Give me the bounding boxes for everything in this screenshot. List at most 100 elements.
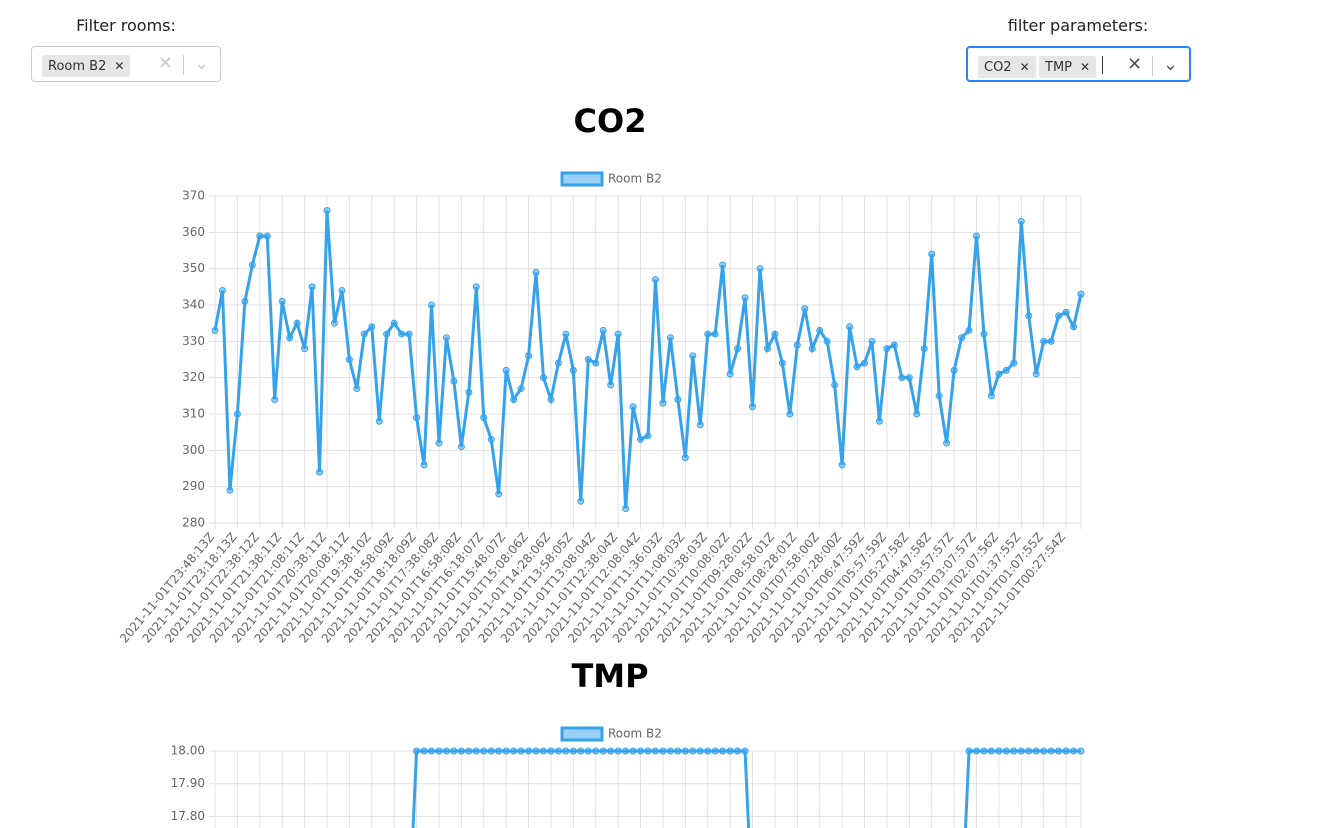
parameter-select[interactable]: CO2 ✕ TMP ✕ ✕ ⌄	[966, 46, 1191, 82]
data-point	[950, 366, 958, 374]
data-point	[413, 747, 421, 755]
legend-swatch	[560, 726, 604, 742]
clear-button[interactable]: ✕	[1127, 54, 1143, 75]
data-point	[1002, 366, 1010, 374]
data-point	[868, 337, 876, 345]
data-point	[622, 747, 630, 755]
data-point	[577, 747, 585, 755]
data-point	[584, 356, 592, 363]
data-point	[651, 276, 659, 284]
data-point	[1017, 747, 1025, 755]
data-point	[1047, 337, 1055, 345]
data-point	[308, 283, 316, 291]
data-point	[771, 330, 779, 338]
chip[interactable]: Room B2 ✕	[42, 55, 131, 77]
data-point	[995, 370, 1003, 378]
data-point	[659, 747, 667, 755]
chip[interactable]: CO2 ✕	[978, 56, 1036, 78]
legend-label: Room B2	[608, 727, 662, 741]
data-point	[749, 403, 757, 411]
chart-title: CO2	[574, 102, 647, 140]
data-point	[316, 468, 324, 476]
data-point	[644, 432, 652, 440]
data-point	[898, 374, 906, 382]
data-point	[450, 377, 458, 385]
data-point	[465, 388, 473, 396]
data-point	[741, 747, 749, 755]
y-tick-label: 290	[182, 479, 205, 493]
chip-remove[interactable]: ✕	[114, 59, 125, 73]
data-point	[293, 319, 301, 327]
chip-remove[interactable]: ✕	[1019, 60, 1030, 74]
data-point	[935, 392, 943, 400]
data-point	[457, 443, 465, 451]
chip-text: Room B2	[48, 59, 107, 74]
data-point	[629, 747, 637, 755]
data-point	[360, 330, 368, 338]
data-point	[330, 319, 338, 327]
data-point	[883, 345, 891, 353]
y-tick-label: 310	[182, 407, 205, 421]
clear-button[interactable]: ✕	[158, 53, 174, 74]
data-point	[763, 345, 771, 353]
filter-label: Filter rooms:	[76, 16, 176, 35]
data-point	[666, 747, 674, 755]
data-point	[928, 250, 936, 258]
dropdown-button[interactable]: ⌄	[1163, 54, 1179, 75]
separator	[183, 55, 184, 75]
data-point	[413, 414, 421, 422]
data-point	[861, 359, 868, 367]
data-point	[823, 337, 831, 345]
chip-remove[interactable]: ✕	[1080, 60, 1091, 74]
data-point	[525, 352, 533, 360]
data-point	[278, 297, 286, 305]
legend-swatch	[560, 171, 604, 187]
y-tick-label: 18.00	[171, 744, 205, 758]
data-point	[972, 747, 980, 755]
data-point	[1017, 217, 1025, 225]
data-point	[875, 417, 883, 425]
data-point	[1002, 747, 1010, 755]
data-point	[569, 747, 577, 755]
text-cursor	[1102, 56, 1103, 74]
data-point	[987, 392, 995, 400]
data-point	[741, 294, 749, 302]
data-point	[1047, 747, 1055, 755]
data-point	[233, 410, 241, 418]
data-point	[577, 497, 585, 505]
room-select[interactable]: Room B2 ✕ ✕ ⌄	[31, 46, 221, 82]
y-tick-label: 360	[182, 225, 205, 239]
data-point	[241, 297, 249, 305]
data-point	[435, 439, 443, 447]
y-tick-label: 320	[182, 370, 205, 384]
data-point	[532, 268, 540, 276]
data-point	[1040, 747, 1048, 755]
data-point	[510, 747, 518, 755]
data-point	[674, 747, 682, 755]
data-point	[808, 345, 816, 353]
data-point	[502, 747, 510, 755]
data-point	[711, 747, 719, 755]
data-point	[719, 747, 727, 755]
y-tick-label: 350	[182, 261, 205, 275]
data-point	[734, 345, 742, 353]
data-point	[592, 359, 600, 367]
dropdown-button[interactable]: ⌄	[194, 53, 210, 74]
data-point	[1055, 312, 1063, 320]
data-point	[943, 439, 951, 447]
data-point	[405, 330, 413, 338]
data-point	[793, 341, 801, 349]
data-point	[398, 330, 406, 338]
chip-text: TMP	[1045, 60, 1072, 75]
data-point	[958, 334, 966, 342]
data-point	[554, 747, 562, 755]
data-point	[905, 374, 913, 382]
data-point	[965, 326, 973, 334]
data-point	[547, 395, 555, 403]
data-point	[1032, 747, 1040, 755]
chip[interactable]: TMP ✕	[1039, 56, 1097, 78]
data-point	[838, 461, 846, 469]
data-point	[517, 385, 525, 393]
